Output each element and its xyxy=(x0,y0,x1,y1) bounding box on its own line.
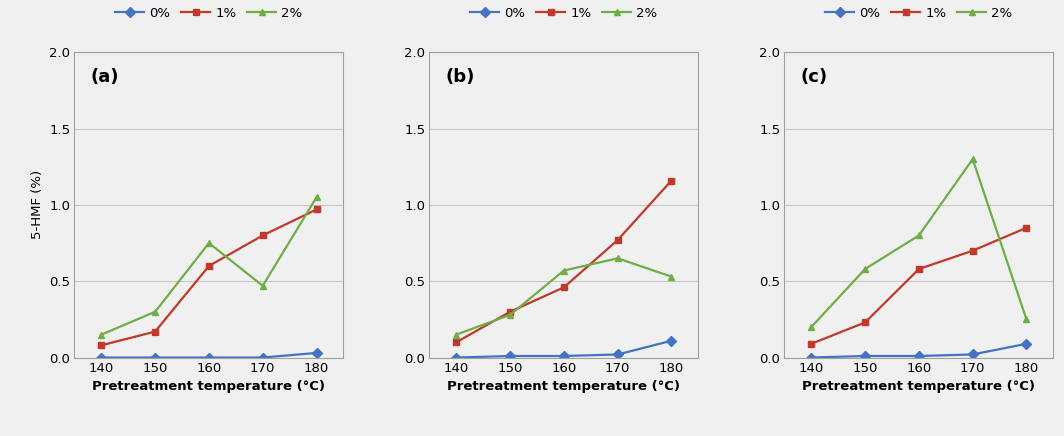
1% xyxy=(665,178,678,183)
1% xyxy=(1020,225,1033,230)
0% xyxy=(612,352,625,357)
2% xyxy=(1020,317,1033,322)
0% xyxy=(256,355,269,360)
2% xyxy=(558,268,570,273)
0% xyxy=(450,355,463,360)
Line: 1%: 1% xyxy=(808,225,1030,347)
2% xyxy=(665,274,678,279)
Line: 2%: 2% xyxy=(98,194,320,338)
0% xyxy=(149,355,162,360)
2% xyxy=(310,194,322,200)
2% xyxy=(256,283,269,289)
Line: 2%: 2% xyxy=(453,255,675,338)
X-axis label: Pretreatment temperature (°C): Pretreatment temperature (°C) xyxy=(448,380,680,393)
0% xyxy=(503,353,516,358)
1% xyxy=(612,237,625,242)
Legend: 0%, 1%, 2%: 0%, 1%, 2% xyxy=(470,7,658,20)
1% xyxy=(202,263,215,269)
0% xyxy=(859,353,871,358)
2% xyxy=(966,157,979,162)
1% xyxy=(558,285,570,290)
Line: 0%: 0% xyxy=(808,341,1030,361)
1% xyxy=(966,248,979,253)
X-axis label: Pretreatment temperature (°C): Pretreatment temperature (°C) xyxy=(93,380,326,393)
1% xyxy=(805,341,818,346)
Line: 0%: 0% xyxy=(453,337,675,361)
0% xyxy=(665,338,678,344)
1% xyxy=(859,320,871,325)
0% xyxy=(805,355,818,360)
Line: 2%: 2% xyxy=(808,156,1030,330)
Y-axis label: 5-HMF (%): 5-HMF (%) xyxy=(31,170,44,239)
1% xyxy=(256,233,269,238)
0% xyxy=(1020,341,1033,346)
2% xyxy=(450,332,463,337)
2% xyxy=(805,324,818,330)
2% xyxy=(859,266,871,272)
Text: (b): (b) xyxy=(446,68,475,85)
1% xyxy=(310,207,322,212)
2% xyxy=(149,309,162,314)
2% xyxy=(913,233,926,238)
0% xyxy=(966,352,979,357)
Legend: 0%, 1%, 2%: 0%, 1%, 2% xyxy=(115,7,302,20)
Legend: 0%, 1%, 2%: 0%, 1%, 2% xyxy=(826,7,1013,20)
0% xyxy=(913,353,926,358)
X-axis label: Pretreatment temperature (°C): Pretreatment temperature (°C) xyxy=(802,380,1035,393)
0% xyxy=(95,355,107,360)
0% xyxy=(202,355,215,360)
2% xyxy=(612,255,625,261)
2% xyxy=(503,312,516,317)
Text: (a): (a) xyxy=(90,68,119,85)
Line: 0%: 0% xyxy=(98,350,320,361)
Text: (c): (c) xyxy=(800,68,828,85)
2% xyxy=(95,332,107,337)
0% xyxy=(310,350,322,355)
1% xyxy=(913,266,926,272)
1% xyxy=(149,329,162,334)
Line: 1%: 1% xyxy=(98,206,320,349)
1% xyxy=(450,340,463,345)
1% xyxy=(503,309,516,314)
1% xyxy=(95,343,107,348)
0% xyxy=(558,353,570,358)
Line: 1%: 1% xyxy=(453,177,675,346)
2% xyxy=(202,240,215,245)
